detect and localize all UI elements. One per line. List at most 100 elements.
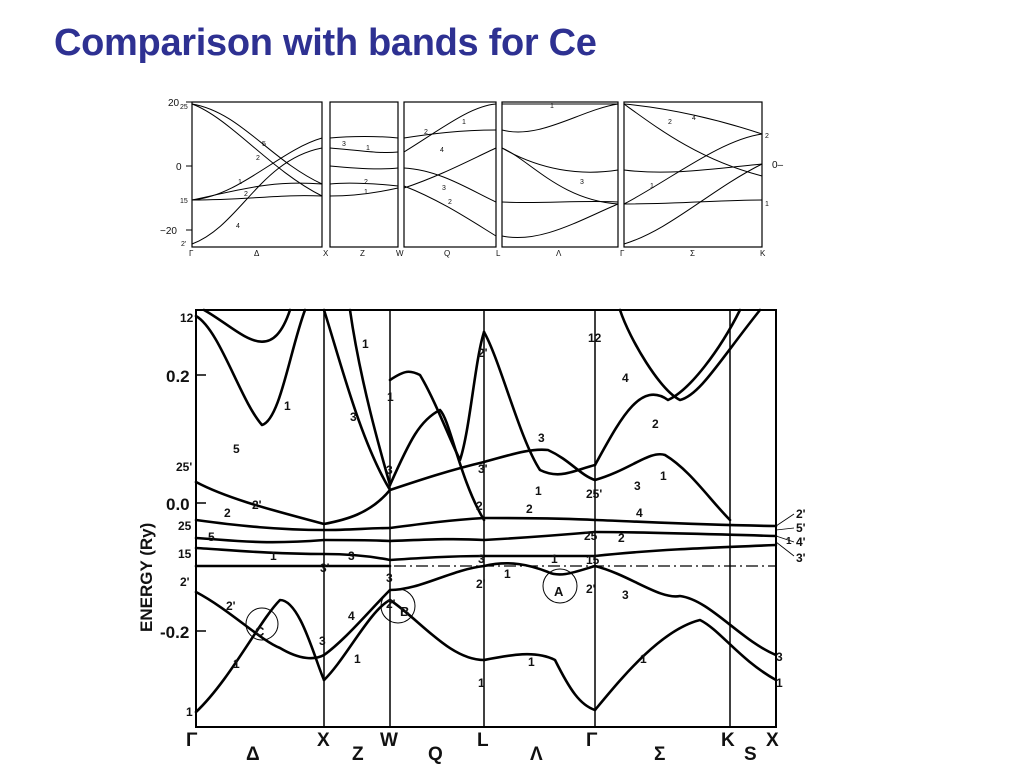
top-panel-w-l — [403, 101, 497, 248]
left-rep-label: 1 — [186, 705, 193, 719]
top-band-label: 1 — [650, 183, 654, 190]
band-label: 12 — [588, 331, 602, 345]
k-label-delta: Δ — [246, 744, 260, 765]
top-k-label: W — [396, 249, 404, 258]
top-k-label: K — [760, 249, 766, 258]
top-panel-l-gamma — [501, 101, 619, 248]
y-axis-label: ENERGY (Ry) — [137, 523, 156, 632]
top-band-label: 1 — [462, 119, 466, 126]
bottom-bands — [194, 308, 778, 714]
top-panel-gamma-x — [191, 101, 323, 248]
top-k-label: L — [496, 249, 501, 258]
top-k-label: Q — [444, 249, 450, 258]
band-label: 1 — [284, 399, 291, 413]
band-label: 3 — [634, 479, 641, 493]
band-label: 1 — [478, 676, 485, 690]
top-band-label: 1 — [550, 103, 554, 110]
k-label-s: S — [744, 744, 757, 765]
top-panel-x-w — [329, 101, 399, 248]
top-band-label: 2 — [244, 191, 248, 198]
band-label: 3 — [319, 634, 326, 648]
top-band-label: 2 — [668, 119, 672, 126]
top-band-labels: 5 2 1 2 4 3 1 2 1 2 1 4 3 2 1 3 4 2 1 2 … — [236, 103, 769, 230]
k-label-gamma: Γ — [186, 730, 198, 751]
y-tick-0.0: 0.0 — [166, 495, 190, 514]
top-y-tick-0: 0 — [176, 162, 182, 173]
band-label: 3 — [478, 552, 485, 566]
top-band-label: 3 — [580, 179, 584, 186]
right-rep-label: 2' — [796, 507, 806, 521]
band-label: 1 — [270, 549, 277, 563]
top-band-label: 4 — [440, 147, 444, 154]
band-label: 1 — [660, 469, 667, 483]
circled-label-a: A — [554, 584, 564, 599]
top-k-label: Γ — [620, 249, 625, 258]
bottom-band-labels: 1 5 1 3 1 3 2' 3' 12 4 2 3 1 25' 3 1 2' … — [208, 331, 783, 690]
k-label-q: Q — [428, 744, 443, 765]
top-bands — [191, 103, 763, 245]
k-label-z: Z — [352, 744, 364, 765]
top-y-tick-20: 20 — [168, 98, 180, 109]
y-tick-0.2: 0.2 — [166, 367, 190, 386]
bottom-frame — [195, 309, 777, 728]
top-band-label: 4 — [692, 115, 696, 122]
k-label-w: W — [380, 730, 398, 751]
right-rep-label: 1 — [786, 536, 792, 547]
k-label-l: L — [477, 730, 489, 751]
top-band-label: 2 — [448, 199, 452, 206]
band-label: 3 — [348, 549, 355, 563]
band-label: 2 — [476, 499, 483, 513]
band-label: 5 — [233, 442, 240, 456]
band-label: 3 — [350, 410, 357, 424]
band-label: 3 — [776, 650, 783, 664]
circled-points: C B A — [245, 568, 578, 641]
top-band-label: 4 — [236, 223, 240, 230]
band-label: 3' — [320, 561, 330, 575]
left-rep-labels: 12 25' 25 15 2' 1 — [176, 311, 194, 719]
left-rep-label: 15 — [178, 547, 192, 561]
circled-point-a — [542, 568, 578, 604]
top-band-label: 1 — [364, 189, 368, 196]
top-k-label: Δ — [254, 249, 260, 258]
circled-label-c: C — [255, 624, 265, 639]
top-band-diagram: 20 0 −20 25 15 2' 0– — [160, 98, 784, 258]
band-label: 3 — [538, 431, 545, 445]
slide-title: Comparison with bands for Ce — [54, 22, 597, 64]
k-label-gamma-2: Γ — [586, 730, 598, 751]
k-label-x: X — [317, 730, 330, 751]
band-label: 3 — [386, 571, 393, 585]
left-rep-label: 25 — [178, 519, 192, 533]
top-band-label: 2 — [765, 133, 769, 140]
band-label: 5 — [208, 530, 215, 544]
top-right-zero: 0– — [772, 160, 784, 171]
top-band-label: 3 — [442, 185, 446, 192]
y-tick-minus-0.2: -0.2 — [160, 623, 189, 642]
k-label-sigma: Σ — [654, 744, 665, 765]
circled-point-c — [245, 607, 279, 641]
k-label-x-2: X — [766, 730, 779, 751]
band-label: 1 — [551, 552, 558, 566]
left-rep-label: 2' — [180, 575, 190, 589]
right-rep-label: 5' — [796, 521, 806, 535]
band-label: 3 — [386, 463, 393, 477]
band-label: 2' — [478, 346, 488, 360]
top-k-label: Γ — [189, 249, 194, 258]
band-label: 2' — [386, 597, 396, 611]
band-label: 2 — [526, 502, 533, 516]
top-k-label: Z — [360, 249, 365, 258]
band-label: 2 — [618, 531, 625, 545]
left-rep-label: 25' — [176, 460, 192, 474]
top-band-label: 5 — [262, 141, 266, 148]
circled-point-b — [380, 588, 416, 624]
band-label: 1 — [233, 657, 240, 671]
top-left-rep-25: 25 — [180, 104, 188, 111]
top-band-label: 2 — [424, 129, 428, 136]
band-label: 1 — [504, 567, 511, 581]
k-label-k: K — [721, 730, 735, 751]
top-band-label: 2 — [256, 155, 260, 162]
band-label: 2' — [226, 599, 236, 613]
top-k-label: X — [323, 249, 329, 258]
band-label: 2' — [476, 577, 486, 591]
top-y-tick-minus20: −20 — [160, 226, 177, 237]
